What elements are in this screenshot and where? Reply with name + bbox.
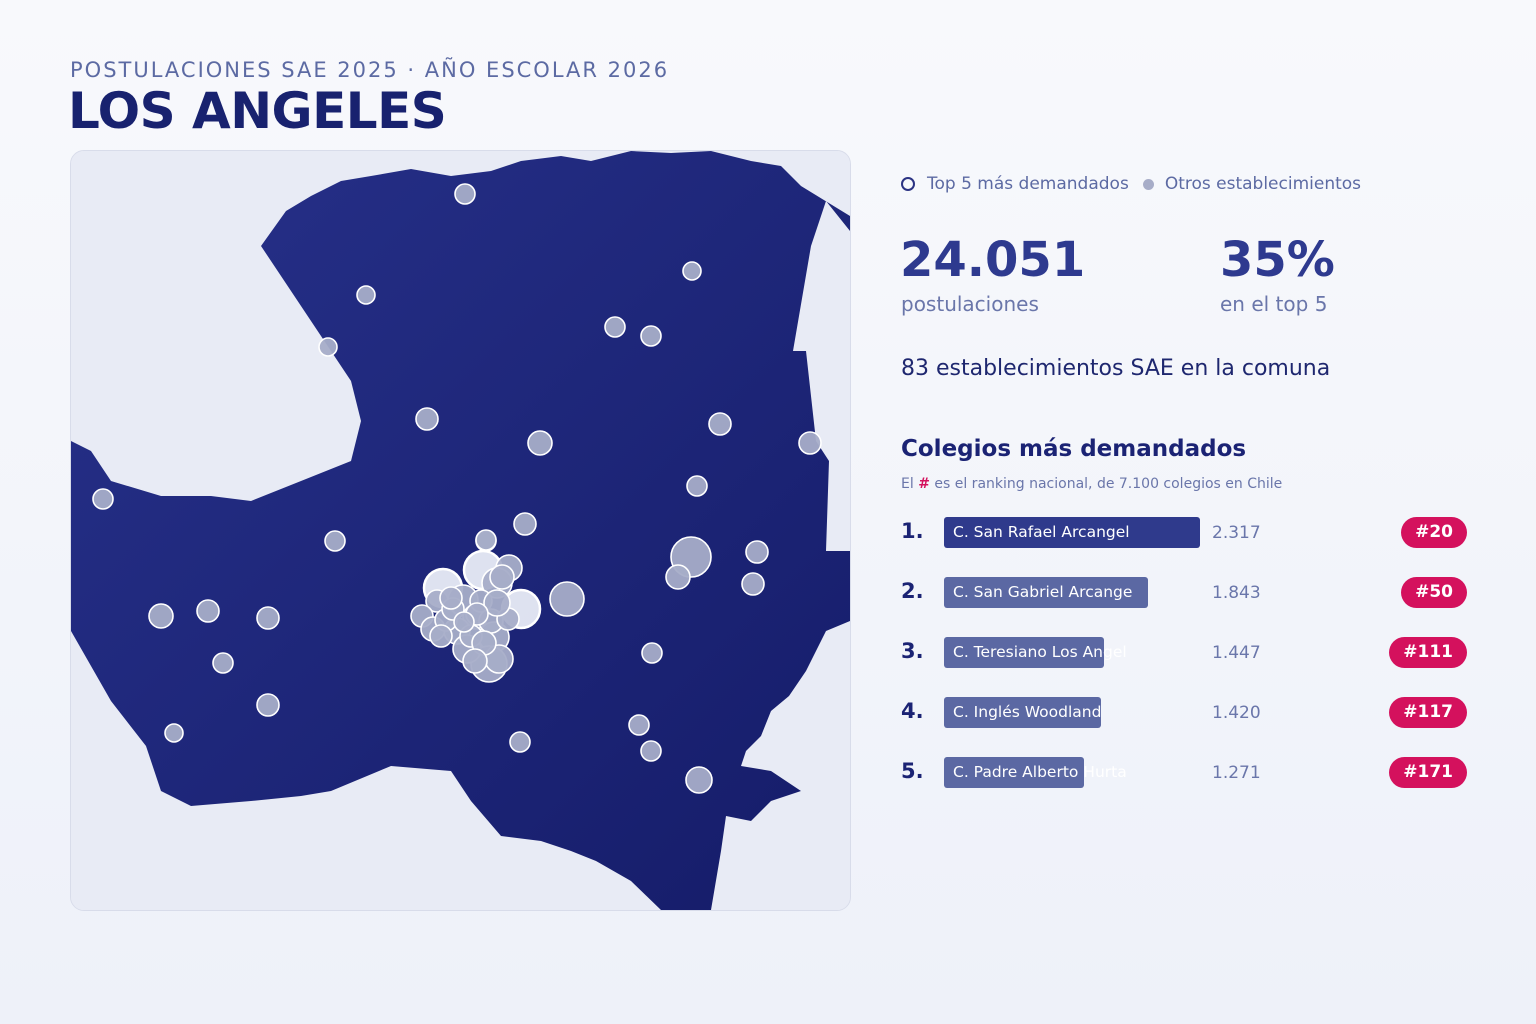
- school-marker[interactable]: [682, 261, 702, 281]
- school-marker[interactable]: [640, 325, 662, 347]
- applications-label: postulaciones: [901, 292, 1039, 316]
- demand-bar: [944, 637, 1104, 668]
- school-marker[interactable]: [318, 337, 338, 357]
- school-marker[interactable]: [164, 723, 184, 743]
- school-marker[interactable]: [453, 611, 475, 633]
- school-marker[interactable]: [429, 624, 453, 648]
- page-title: LOS ANGELES: [68, 82, 447, 140]
- ranking-row[interactable]: 3. C. Teresiano Los Angel 1.447 #111: [901, 636, 1467, 670]
- school-marker[interactable]: [745, 540, 769, 564]
- school-marker[interactable]: [509, 731, 531, 753]
- school-marker[interactable]: [527, 430, 553, 456]
- school-marker[interactable]: [196, 599, 220, 623]
- applications-count: 1.447: [1212, 643, 1261, 663]
- demand-bar: [944, 697, 1101, 728]
- school-marker[interactable]: [415, 407, 439, 431]
- ranking-row[interactable]: 5. C. Padre Alberto Hurta 1.271 #171: [901, 756, 1467, 790]
- ranking-row[interactable]: 1. C. San Rafael Arcangel 2.317 #20: [901, 516, 1467, 550]
- school-marker[interactable]: [604, 316, 626, 338]
- page-subtitle: POSTULACIONES SAE 2025 · AÑO ESCOLAR 202…: [70, 58, 670, 82]
- demand-bar: [944, 577, 1148, 608]
- applications-count: 1.843: [1212, 583, 1261, 603]
- demand-bar: [944, 757, 1084, 788]
- legend-others-label: Otros establecimientos: [1164, 174, 1362, 194]
- national-rank-badge: #111: [1389, 637, 1467, 668]
- note-hash: #: [918, 476, 930, 492]
- school-marker[interactable]: [640, 740, 662, 762]
- rank-position: 2.: [901, 579, 924, 603]
- school-name: C. San Gabriel Arcange: [953, 583, 1133, 601]
- school-marker[interactable]: [475, 529, 497, 551]
- ranking-row[interactable]: 4. C. Inglés Woodland 1.420 #117: [901, 696, 1467, 730]
- ranking-row[interactable]: 2. C. San Gabriel Arcange 1.843 #50: [901, 576, 1467, 610]
- others-dot-icon: [1142, 178, 1154, 190]
- national-rank-badge: #50: [1401, 577, 1467, 608]
- school-marker[interactable]: [628, 714, 650, 736]
- national-rank-badge: #20: [1401, 517, 1467, 548]
- school-marker[interactable]: [741, 572, 765, 596]
- school-name: C. Inglés Woodland: [953, 703, 1102, 721]
- top5-ring-icon: [901, 177, 915, 191]
- school-marker[interactable]: [798, 431, 822, 455]
- school-marker[interactable]: [489, 564, 515, 590]
- school-marker[interactable]: [92, 488, 114, 510]
- national-rank-badge: #171: [1389, 757, 1467, 788]
- school-marker[interactable]: [708, 412, 732, 436]
- school-marker[interactable]: [513, 512, 537, 536]
- schools-count-line: 83 establecimientos SAE en la comuna: [901, 356, 1331, 381]
- ranking-title: Colegios más demandados: [901, 436, 1247, 462]
- school-marker[interactable]: [148, 603, 174, 629]
- note-prefix: El: [901, 476, 919, 492]
- ranking-note: El # es el ranking nacional, de 7.100 co…: [901, 476, 1282, 492]
- school-name: C. Padre Alberto Hurta: [953, 763, 1127, 781]
- rank-position: 4.: [901, 699, 924, 723]
- map-svg: [71, 151, 850, 910]
- school-name: C. Teresiano Los Angel: [953, 643, 1127, 661]
- map-legend: Top 5 más demandados Otros establecimien…: [901, 174, 1361, 194]
- school-marker[interactable]: [439, 586, 463, 610]
- top5-share-value: 35%: [1220, 232, 1335, 288]
- school-marker[interactable]: [454, 183, 476, 205]
- school-marker[interactable]: [212, 652, 234, 674]
- top5-share-label: en el top 5: [1220, 292, 1328, 316]
- school-marker[interactable]: [483, 589, 511, 617]
- school-marker[interactable]: [356, 285, 376, 305]
- rank-position: 3.: [901, 639, 924, 663]
- applications-count: 2.317: [1212, 523, 1261, 543]
- school-marker[interactable]: [462, 648, 488, 674]
- school-name: C. San Rafael Arcangel: [953, 523, 1130, 541]
- school-marker[interactable]: [665, 564, 691, 590]
- note-suffix: es el ranking nacional, de 7.100 colegio…: [929, 476, 1283, 492]
- applications-value: 24.051: [900, 232, 1086, 288]
- demand-bar: [944, 517, 1200, 548]
- school-marker[interactable]: [256, 606, 280, 630]
- applications-count: 1.271: [1212, 763, 1261, 783]
- school-markers: [92, 183, 822, 794]
- commune-map[interactable]: [70, 150, 851, 911]
- school-marker[interactable]: [324, 530, 346, 552]
- school-marker[interactable]: [641, 642, 663, 664]
- school-marker[interactable]: [549, 581, 585, 617]
- rank-position: 5.: [901, 759, 924, 783]
- applications-count: 1.420: [1212, 703, 1261, 723]
- school-marker[interactable]: [685, 766, 713, 794]
- school-marker[interactable]: [256, 693, 280, 717]
- school-marker[interactable]: [686, 475, 708, 497]
- national-rank-badge: #117: [1389, 697, 1467, 728]
- legend-top5-label: Top 5 más demandados: [927, 174, 1129, 194]
- rank-position: 1.: [901, 519, 924, 543]
